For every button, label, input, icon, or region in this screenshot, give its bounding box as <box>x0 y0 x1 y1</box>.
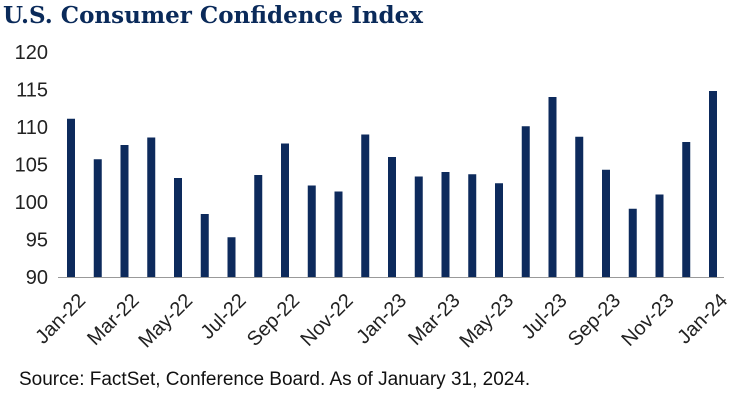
x-tick-label: Mar-22 <box>83 290 143 350</box>
bar-Jan-24 <box>709 91 717 277</box>
bar-Sep-23 <box>602 169 610 277</box>
bar-Sep-22 <box>281 143 289 277</box>
bar-Jul-22 <box>227 237 236 277</box>
y-tick-label: 100 <box>15 192 48 214</box>
bar-Oct-22 <box>307 185 316 277</box>
bar-Jan-22 <box>67 118 75 277</box>
y-tick-label: 105 <box>15 155 48 177</box>
bar-Nov-22 <box>334 191 343 277</box>
x-tick-label: Sep-23 <box>564 290 625 351</box>
chart-title: U.S. Consumer Confidence Index <box>3 2 423 29</box>
x-tick-label: Sep-22 <box>243 290 304 351</box>
y-tick-label: 120 <box>15 42 48 64</box>
x-tick-label: May-23 <box>455 290 518 353</box>
y-tick-label: 95 <box>26 230 48 252</box>
bar-Oct-23 <box>628 208 637 277</box>
bars <box>67 91 717 277</box>
y-tick-label: 115 <box>16 80 48 102</box>
bar-Dec-22 <box>361 134 370 277</box>
bar-Feb-23 <box>414 176 423 277</box>
bar-Jan-23 <box>388 157 396 277</box>
x-tick-label: Jan-23 <box>352 290 411 349</box>
bar-Dec-23 <box>682 142 691 277</box>
bar-May-23 <box>495 183 503 277</box>
bar-Jun-23 <box>521 126 530 277</box>
bar-Apr-23 <box>468 174 477 277</box>
bar-Jun-22 <box>200 214 209 277</box>
bar-Apr-22 <box>147 137 156 277</box>
bar-Aug-23 <box>575 136 584 277</box>
y-tick-label: 90 <box>26 267 48 289</box>
x-tick-label: Nov-23 <box>617 290 678 351</box>
x-tick-label: Jan-22 <box>31 290 90 349</box>
bar-Mar-23 <box>441 172 450 277</box>
x-tick-label: Mar-23 <box>404 290 464 350</box>
y-axis-ticks: 90 95 100 105 110 115 120 <box>15 42 48 289</box>
x-tick-label: May-22 <box>134 290 197 353</box>
x-tick-label: Nov-22 <box>296 290 357 351</box>
source-note: Source: FactSet, Conference Board. As of… <box>19 369 531 390</box>
bar-Aug-22 <box>254 175 263 277</box>
bar-Mar-22 <box>120 145 129 277</box>
x-tick-label: Jan-24 <box>673 290 732 349</box>
bar-Feb-22 <box>93 159 102 277</box>
bar-May-22 <box>174 178 182 277</box>
bar-Nov-23 <box>655 194 664 277</box>
bar-Jul-23 <box>548 97 557 277</box>
y-tick-label: 110 <box>16 117 48 139</box>
